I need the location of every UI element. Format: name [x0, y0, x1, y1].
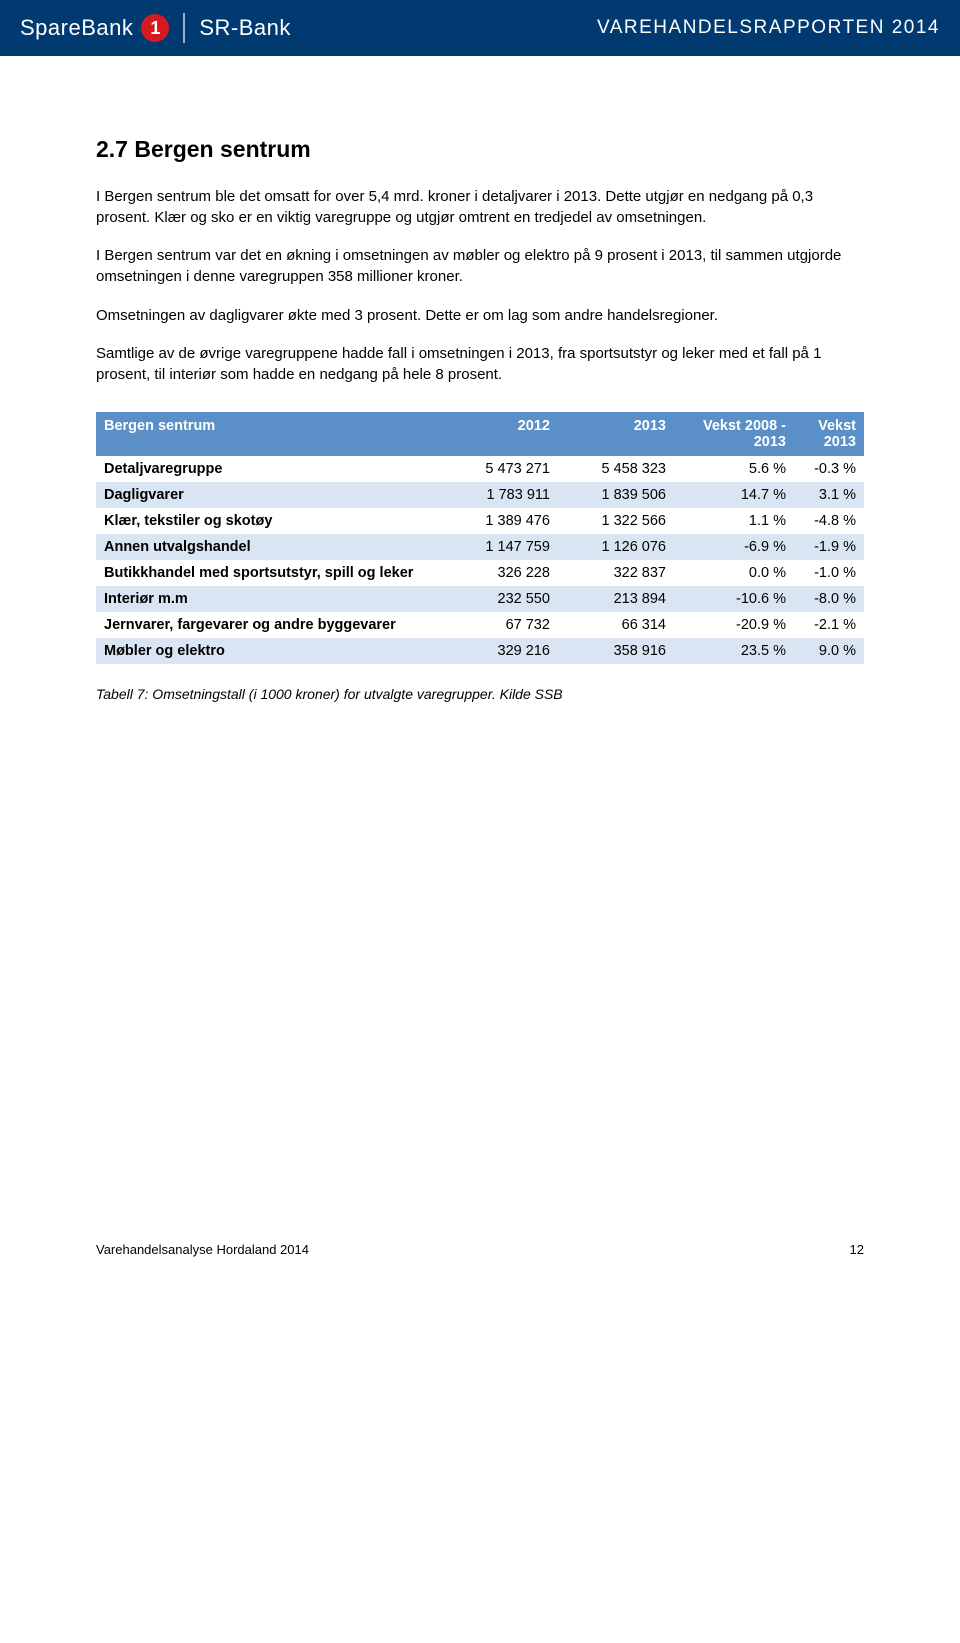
cell-value: 358 916 [558, 638, 674, 664]
cell-value: 232 550 [442, 586, 558, 612]
cell-value: 1 839 506 [558, 482, 674, 508]
cell-value: -1.9 % [794, 534, 864, 560]
logo-text-left: SpareBank [20, 15, 133, 41]
cell-value: 213 894 [558, 586, 674, 612]
row-label: Dagligvarer [96, 482, 442, 508]
cell-value: -4.8 % [794, 508, 864, 534]
table-row: Interiør m.m232 550213 894-10.6 %-8.0 % [96, 586, 864, 612]
cell-value: 5 458 323 [558, 456, 674, 482]
report-header: SpareBank 1 SR-Bank VAREHANDELSRAPPORTEN… [0, 0, 960, 56]
cell-value: 3.1 % [794, 482, 864, 508]
row-label: Detaljvaregruppe [96, 456, 442, 482]
cell-value: 1 126 076 [558, 534, 674, 560]
table-caption: Tabell 7: Omsetningstall (i 1000 kroner)… [96, 686, 864, 702]
cell-value: 23.5 % [674, 638, 794, 664]
page-footer: Varehandelsanalyse Hordaland 2014 12 [0, 1242, 960, 1297]
col-region: Bergen sentrum [96, 412, 442, 456]
paragraph: I Bergen sentrum var det en økning i oms… [96, 246, 864, 287]
table-row: Jernvarer, fargevarer og andre byggevare… [96, 612, 864, 638]
cell-value: 0.0 % [674, 560, 794, 586]
cell-value: -1.0 % [794, 560, 864, 586]
row-label: Møbler og elektro [96, 638, 442, 664]
report-title: VAREHANDELSRAPPORTEN 2014 [597, 17, 940, 39]
table-row: Klær, tekstiler og skotøy1 389 4761 322 … [96, 508, 864, 534]
cell-value: -8.0 % [794, 586, 864, 612]
table-header-row: Bergen sentrum 2012 2013 Vekst 2008 - 20… [96, 412, 864, 456]
row-label: Annen utvalgshandel [96, 534, 442, 560]
table-row: Butikkhandel med sportsutstyr, spill og … [96, 560, 864, 586]
cell-value: 322 837 [558, 560, 674, 586]
page-content: 2.7 Bergen sentrum I Bergen sentrum ble … [0, 56, 960, 702]
bank-logo: SpareBank 1 SR-Bank [20, 13, 291, 43]
cell-value: 9.0 % [794, 638, 864, 664]
table-row: Møbler og elektro329 216358 91623.5 %9.0… [96, 638, 864, 664]
logo-badge-icon: 1 [141, 14, 169, 42]
col-growth-2013: Vekst 2013 [794, 412, 864, 456]
cell-value: 67 732 [442, 612, 558, 638]
cell-value: -10.6 % [674, 586, 794, 612]
cell-value: 1.1 % [674, 508, 794, 534]
cell-value: -0.3 % [794, 456, 864, 482]
footer-page-number: 12 [850, 1242, 864, 1257]
body-text: I Bergen sentrum ble det omsatt for over… [96, 187, 864, 386]
section-heading: 2.7 Bergen sentrum [96, 136, 864, 163]
row-label: Butikkhandel med sportsutstyr, spill og … [96, 560, 442, 586]
cell-value: 1 147 759 [442, 534, 558, 560]
logo-text-right: SR-Bank [199, 15, 291, 41]
col-2012: 2012 [442, 412, 558, 456]
cell-value: 326 228 [442, 560, 558, 586]
paragraph: Omsetningen av dagligvarer økte med 3 pr… [96, 306, 864, 327]
row-label: Interiør m.m [96, 586, 442, 612]
col-2013: 2013 [558, 412, 674, 456]
logo-separator [183, 13, 185, 43]
revenue-table: Bergen sentrum 2012 2013 Vekst 2008 - 20… [96, 412, 864, 664]
cell-value: 66 314 [558, 612, 674, 638]
cell-value: 1 783 911 [442, 482, 558, 508]
cell-value: 1 322 566 [558, 508, 674, 534]
row-label: Jernvarer, fargevarer og andre byggevare… [96, 612, 442, 638]
table-row: Annen utvalgshandel1 147 7591 126 076-6.… [96, 534, 864, 560]
cell-value: 5.6 % [674, 456, 794, 482]
paragraph: I Bergen sentrum ble det omsatt for over… [96, 187, 864, 228]
paragraph: Samtlige av de øvrige varegruppene hadde… [96, 344, 864, 385]
cell-value: 1 389 476 [442, 508, 558, 534]
cell-value: -6.9 % [674, 534, 794, 560]
table-row: Detaljvaregruppe5 473 2715 458 3235.6 %-… [96, 456, 864, 482]
row-label: Klær, tekstiler og skotøy [96, 508, 442, 534]
cell-value: -2.1 % [794, 612, 864, 638]
footer-left: Varehandelsanalyse Hordaland 2014 [96, 1242, 309, 1257]
cell-value: 5 473 271 [442, 456, 558, 482]
cell-value: 14.7 % [674, 482, 794, 508]
cell-value: 329 216 [442, 638, 558, 664]
table-row: Dagligvarer1 783 9111 839 50614.7 %3.1 % [96, 482, 864, 508]
cell-value: -20.9 % [674, 612, 794, 638]
col-growth-0813: Vekst 2008 - 2013 [674, 412, 794, 456]
